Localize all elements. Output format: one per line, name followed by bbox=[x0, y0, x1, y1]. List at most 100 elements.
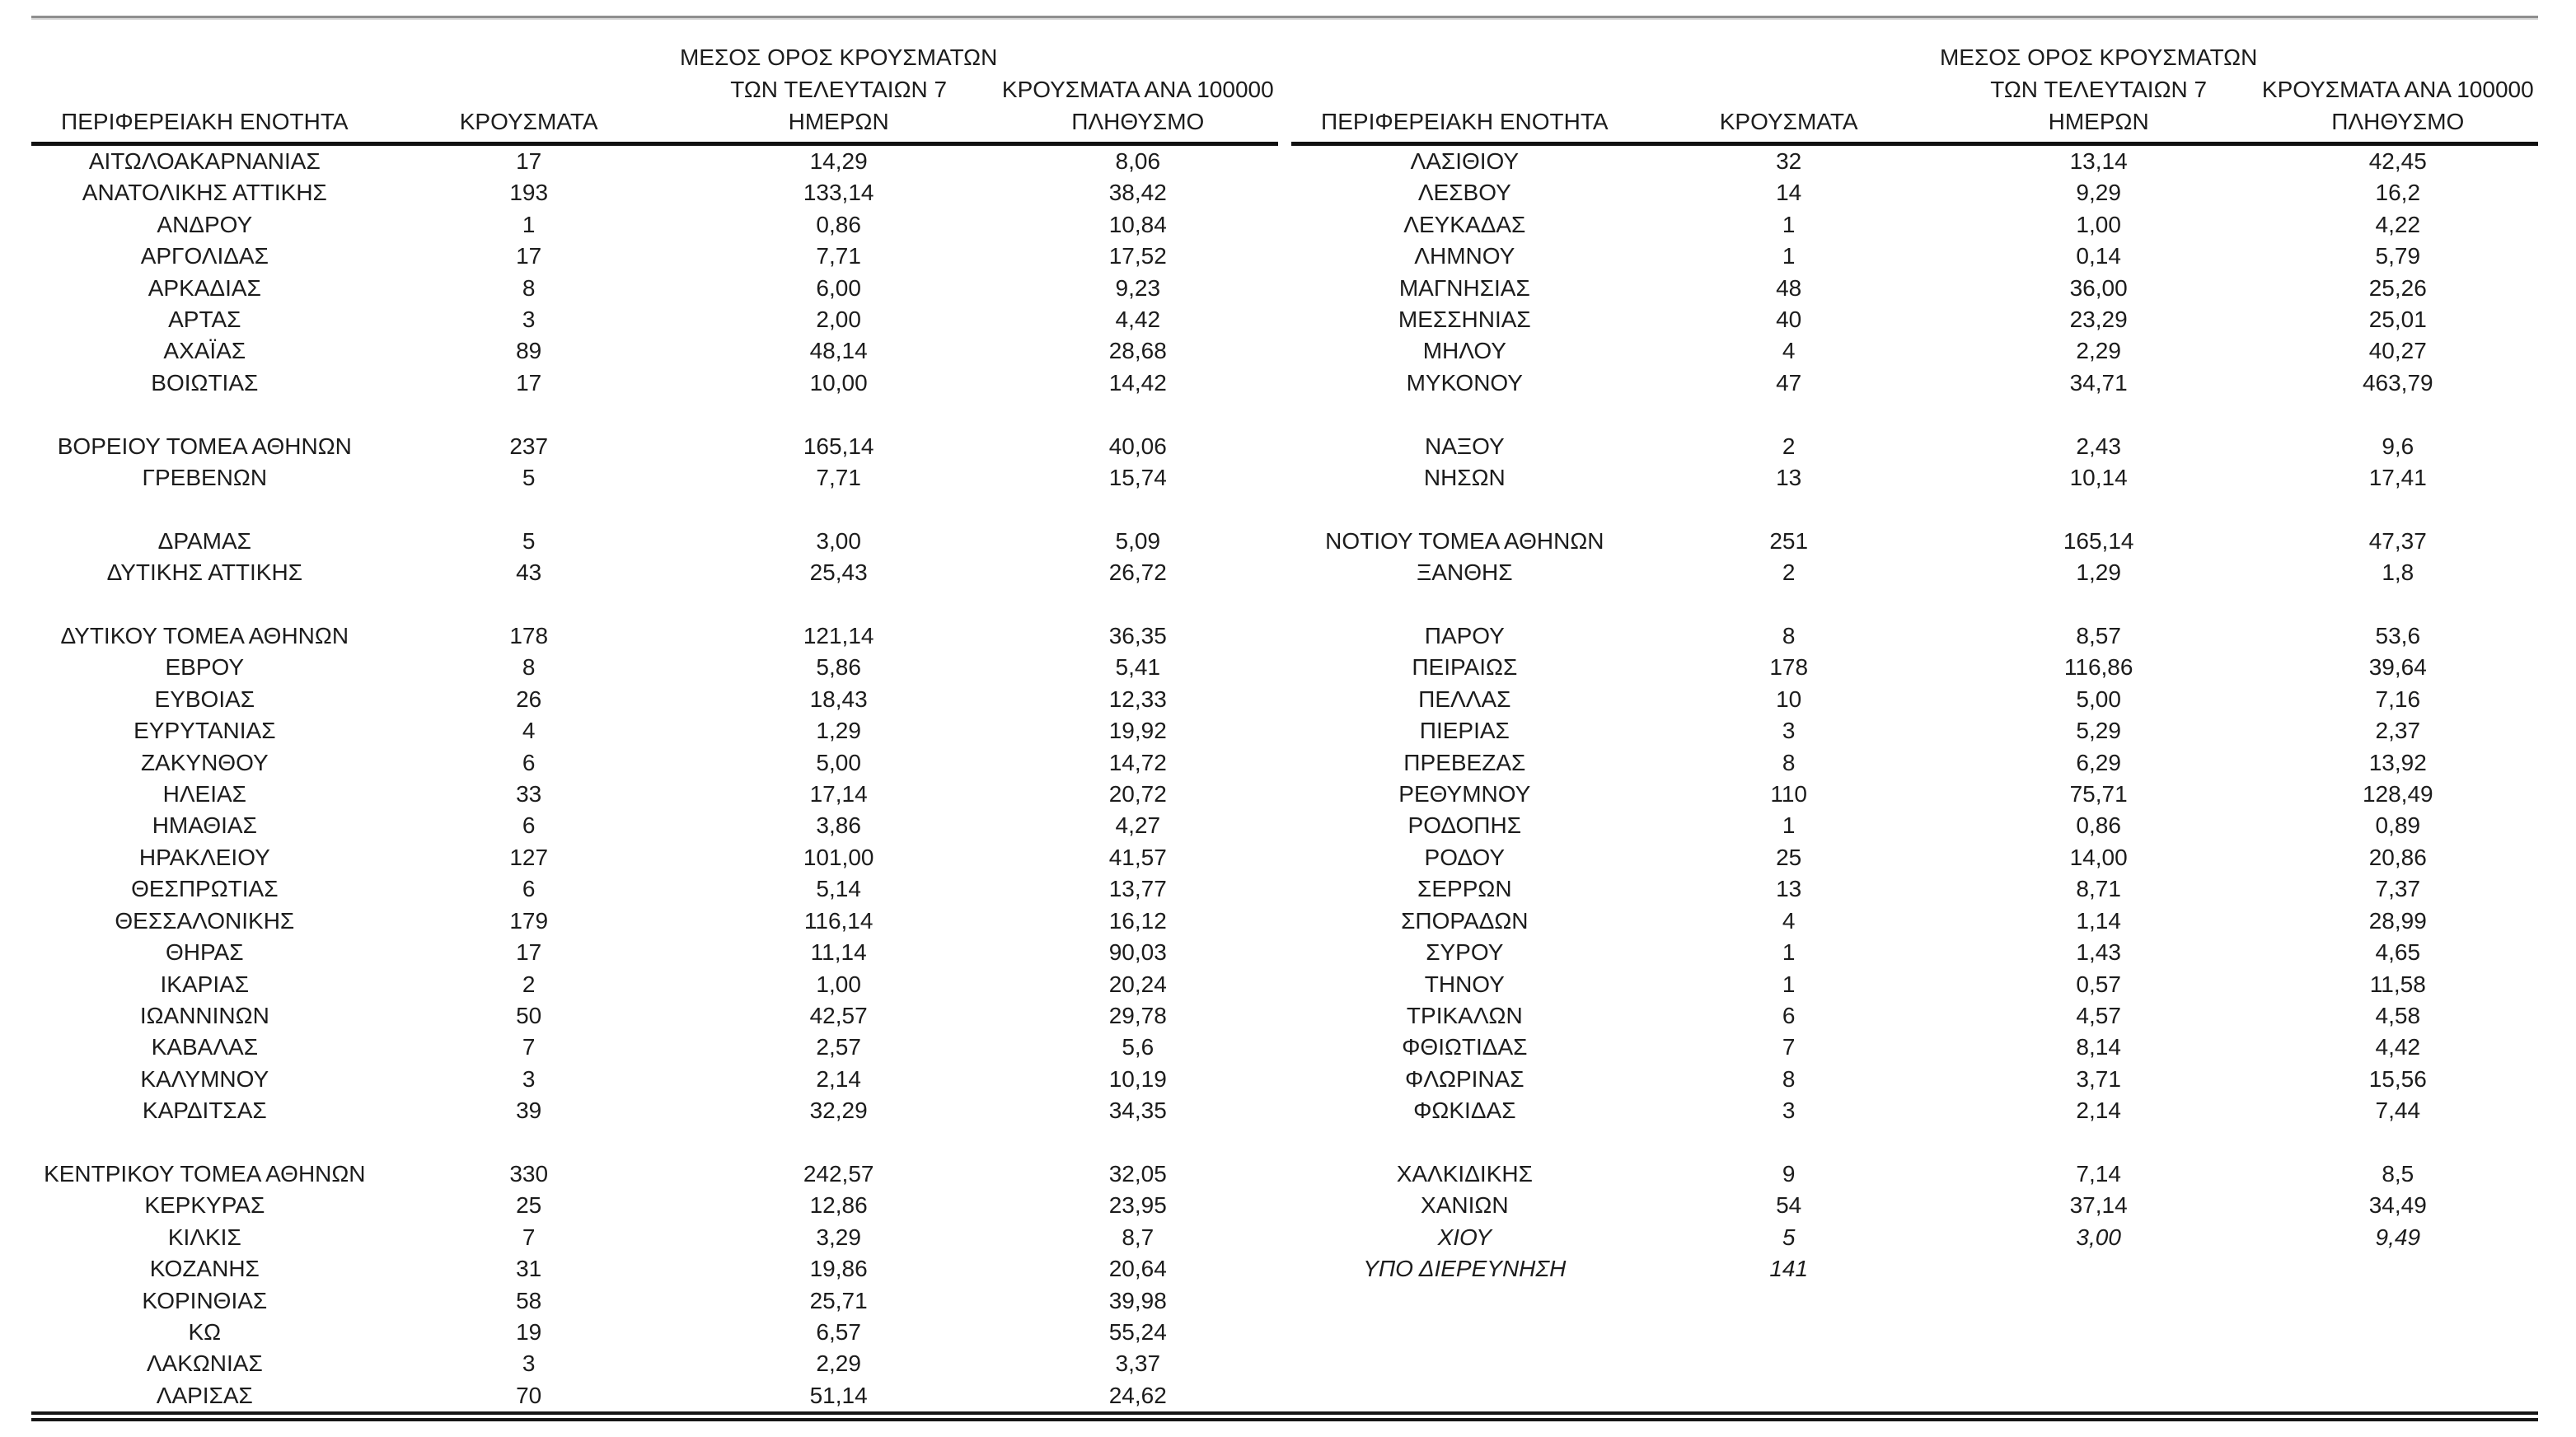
cell-avg7: 42,57 bbox=[809, 1002, 868, 1028]
bottom-double-rule bbox=[31, 1411, 2538, 1422]
cell-region: ΠΕΙΡΑΙΩΣ bbox=[1412, 654, 1518, 681]
cell-avg7: 11,14 bbox=[810, 939, 867, 966]
cell-region: ΚΙΛΚΙΣ bbox=[167, 1224, 241, 1250]
spacer-row bbox=[31, 399, 1278, 430]
table-row: ΑΙΤΩΛΟΑΚΑΡΝΑΝΙΑΣ 17 14,29 8,06 bbox=[31, 144, 1278, 178]
cell-cases bbox=[378, 1127, 680, 1158]
cell-cases: 6 bbox=[1782, 1002, 1796, 1028]
cell-per100k: 4,58 bbox=[2375, 1002, 2421, 1028]
cell-per100k: 23,95 bbox=[1108, 1192, 1167, 1219]
table-row: ΛΗΜΝΟΥ 1 0,14 5,79 bbox=[1291, 241, 2538, 272]
cell-avg7: 5,00 bbox=[816, 749, 861, 775]
table-row: ΠΑΡΟΥ 8 8,57 53,6 bbox=[1291, 620, 2538, 652]
cell-region: ΚΑΒΑΛΑΣ bbox=[151, 1034, 258, 1060]
cell-cases: 33 bbox=[516, 781, 542, 807]
cell-per100k: 10,19 bbox=[1108, 1065, 1167, 1092]
cell-cases: 179 bbox=[509, 907, 549, 934]
cell-cases bbox=[1638, 589, 1940, 620]
cell-per100k: 9,23 bbox=[1115, 274, 1161, 301]
table-row: ΡΟΔΟΠΗΣ 1 0,86 0,89 bbox=[1291, 810, 2538, 841]
cell-region: ΜΗΛΟΥ bbox=[1422, 338, 1506, 364]
table-row: ΡΟΔΟΥ 25 14,00 20,86 bbox=[1291, 842, 2538, 873]
cell-region: ΕΥΡΥΤΑΝΙΑΣ bbox=[133, 718, 276, 744]
cell-avg7: 0,86 bbox=[816, 211, 861, 237]
cell-avg7: 25,43 bbox=[809, 559, 868, 586]
cell-per100k: 38,42 bbox=[1108, 180, 1167, 206]
cell-region: ΠΡΕΒΕΖΑΣ bbox=[1403, 749, 1526, 775]
cell-avg7: 10,14 bbox=[2069, 465, 2128, 491]
table-row: ΙΩΑΝΝΙΝΩΝ 50 42,57 29,78 bbox=[31, 1000, 1278, 1032]
cell-cases: 237 bbox=[509, 433, 549, 459]
cell-cases: 32 bbox=[1776, 148, 1802, 174]
cell-avg7: 5,86 bbox=[816, 654, 861, 681]
table-row: ΛΑΚΩΝΙΑΣ 3 2,29 3,37 bbox=[31, 1348, 1278, 1379]
cell-avg7: 0,86 bbox=[2076, 812, 2121, 839]
cell-region: ΒΟΙΩΤΙΑΣ bbox=[151, 369, 259, 396]
cell-region: ΡΕΘΥΜΝΟΥ bbox=[1398, 781, 1531, 807]
cell-cases: 17 bbox=[516, 939, 542, 966]
cell-cases bbox=[378, 494, 680, 525]
table-row: ΖΑΚΥΝΘΟΥ 6 5,00 14,72 bbox=[31, 747, 1278, 779]
cell-per100k bbox=[2258, 1348, 2538, 1379]
cell-region: ΦΘΙΩΤΙΔΑΣ bbox=[1402, 1034, 1528, 1060]
cell-region bbox=[31, 399, 378, 430]
cell-region: ΣΥΡΟΥ bbox=[1426, 939, 1504, 966]
cell-avg7 bbox=[1940, 1348, 2258, 1379]
cell-avg7 bbox=[1940, 1253, 2258, 1285]
cell-per100k: 14,72 bbox=[1108, 749, 1167, 775]
cell-avg7 bbox=[680, 1127, 998, 1158]
table-row: ΕΥΡΥΤΑΝΙΑΣ 4 1,29 19,92 bbox=[31, 715, 1278, 747]
cell-cases: 6 bbox=[522, 876, 536, 902]
cell-per100k: 4,42 bbox=[1115, 307, 1161, 333]
cell-region: ΓΡΕΒΕΝΩΝ bbox=[142, 465, 268, 491]
cell-region bbox=[31, 589, 378, 620]
cell-cases: 54 bbox=[1776, 1192, 1802, 1219]
cell-avg7: 37,14 bbox=[2069, 1192, 2128, 1219]
cell-cases: 127 bbox=[509, 844, 549, 870]
cell-avg7: 7,14 bbox=[2076, 1160, 2121, 1187]
cell-cases: 89 bbox=[516, 338, 542, 364]
cell-cases: 19 bbox=[516, 1318, 542, 1345]
cell-per100k: 34,49 bbox=[2368, 1192, 2427, 1219]
table-row: ΣΕΡΡΩΝ 13 8,71 7,37 bbox=[1291, 873, 2538, 905]
cell-region: ΑΧΑΪΑΣ bbox=[163, 338, 246, 364]
cell-avg7: 4,57 bbox=[2076, 1002, 2121, 1028]
cell-per100k: 25,26 bbox=[2368, 274, 2427, 301]
cell-region: ΑΙΤΩΛΟΑΚΑΡΝΑΝΙΑΣ bbox=[88, 148, 321, 174]
cell-region: ΚΩ bbox=[188, 1318, 222, 1345]
cell-avg7: 13,14 bbox=[2069, 148, 2128, 174]
cell-cases bbox=[1638, 1317, 1940, 1348]
table-row: ΘΕΣΣΑΛΟΝΙΚΗΣ 179 116,14 16,12 bbox=[31, 906, 1278, 937]
cell-per100k bbox=[2258, 1253, 2538, 1285]
cell-per100k bbox=[2258, 399, 2538, 430]
cell-avg7: 1,00 bbox=[2076, 211, 2121, 237]
cell-cases: 1 bbox=[1782, 812, 1796, 839]
cell-per100k: 463,79 bbox=[2362, 369, 2433, 396]
cell-per100k: 42,45 bbox=[2368, 148, 2427, 174]
cell-region: ΛΗΜΝΟΥ bbox=[1414, 243, 1515, 269]
cell-avg7: 36,00 bbox=[2069, 274, 2128, 301]
cell-region: ΔΥΤΙΚΟΥ ΤΟΜΕΑ ΑΘΗΝΩΝ bbox=[60, 623, 349, 649]
table-row: ΘΕΣΠΡΩΤΙΑΣ 6 5,14 13,77 bbox=[31, 873, 1278, 905]
cell-per100k: 14,42 bbox=[1108, 369, 1167, 396]
cell-cases: 7 bbox=[1782, 1034, 1796, 1060]
cell-avg7: 48,14 bbox=[809, 338, 868, 364]
table-row: ΡΕΘΥΜΝΟΥ 110 75,71 128,49 bbox=[1291, 779, 2538, 810]
cell-per100k: 32,05 bbox=[1108, 1160, 1167, 1187]
cell-region: ΣΕΡΡΩΝ bbox=[1417, 876, 1512, 902]
cell-cases: 2 bbox=[1782, 433, 1796, 459]
cell-cases: 43 bbox=[516, 559, 542, 586]
table-row: ΑΝΔΡΟΥ 1 0,86 10,84 bbox=[31, 209, 1278, 241]
cell-per100k: 28,68 bbox=[1108, 338, 1167, 364]
cell-cases: 6 bbox=[522, 749, 536, 775]
cell-region: ΔΥΤΙΚΗΣ ΑΤΤΙΚΗΣ bbox=[106, 559, 303, 586]
cell-cases: 13 bbox=[1776, 876, 1802, 902]
table-row: ΠΕΙΡΑΙΩΣ 178 116,86 39,64 bbox=[1291, 652, 2538, 683]
cell-avg7: 5,14 bbox=[816, 876, 861, 902]
table-row: ΑΡΚΑΔΙΑΣ 8 6,00 9,23 bbox=[31, 273, 1278, 304]
table-row: ΔΥΤΙΚΟΥ ΤΟΜΕΑ ΑΘΗΝΩΝ 178 121,14 36,35 bbox=[31, 620, 1278, 652]
cell-region: ΙΚΑΡΙΑΣ bbox=[160, 971, 250, 997]
cell-region bbox=[1291, 494, 1638, 525]
table-row: ΒΟΙΩΤΙΑΣ 17 10,00 14,42 bbox=[31, 367, 1278, 399]
cell-per100k: 16,12 bbox=[1108, 907, 1167, 934]
